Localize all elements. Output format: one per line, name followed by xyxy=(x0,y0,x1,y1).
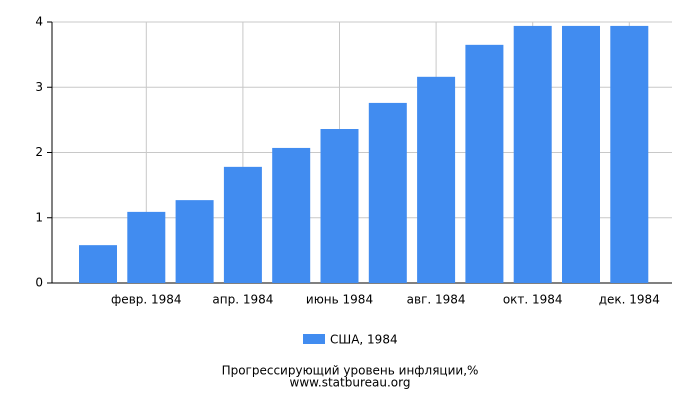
x-tick-label: июнь 1984 xyxy=(306,293,373,307)
chart-title: Прогрессирующий уровень инфляции,% xyxy=(222,364,479,378)
legend-label: США, 1984 xyxy=(330,333,398,347)
bar xyxy=(513,25,552,283)
y-tick-label: 2 xyxy=(35,145,43,159)
legend-swatch xyxy=(303,334,325,344)
x-tick-label: февр. 1984 xyxy=(111,293,182,307)
y-tick-label: 1 xyxy=(35,210,43,224)
bar xyxy=(562,25,600,283)
x-tick-label: окт. 1984 xyxy=(503,293,563,307)
bar xyxy=(320,129,359,283)
x-tick-label: апр. 1984 xyxy=(212,293,273,307)
y-tick-label: 3 xyxy=(35,80,43,94)
bar xyxy=(610,25,649,283)
y-tick-label: 4 xyxy=(35,15,43,29)
x-tick-label: авг. 1984 xyxy=(407,293,466,307)
bar xyxy=(465,44,504,284)
bar xyxy=(175,200,214,283)
bar xyxy=(223,166,262,283)
bar xyxy=(79,245,117,283)
y-tick-label: 0 xyxy=(35,276,43,290)
bar xyxy=(272,147,311,283)
bar xyxy=(368,102,407,283)
x-tick-label: дек. 1984 xyxy=(599,293,660,307)
source: www.statbureau.org xyxy=(290,376,411,390)
bar xyxy=(417,76,456,283)
bar xyxy=(127,211,166,283)
